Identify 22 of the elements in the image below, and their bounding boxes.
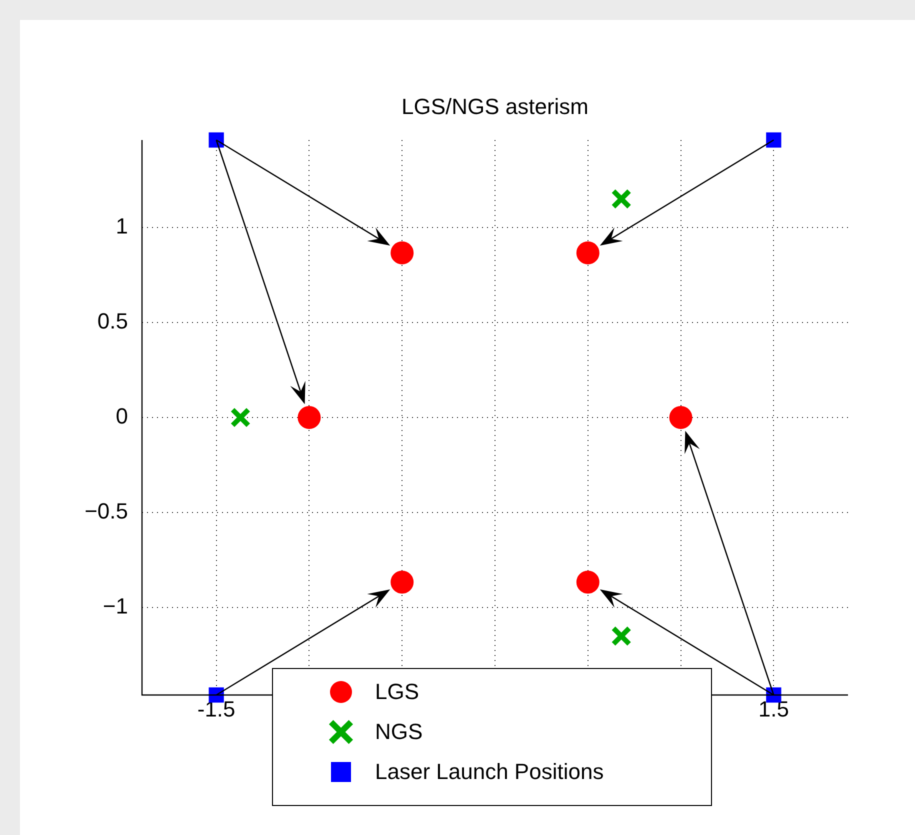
point [766, 132, 782, 148]
y-tick-label: −0.5 [84, 498, 128, 524]
point [208, 132, 224, 148]
point [390, 570, 414, 594]
point [611, 188, 632, 210]
legend-label: NGS [375, 719, 423, 745]
point [390, 241, 414, 264]
y-tick-label: 0 [116, 404, 128, 429]
legend-label: LGS [375, 679, 420, 705]
point [576, 570, 600, 594]
y-tick-label: 0.5 [97, 308, 128, 334]
point [611, 626, 632, 646]
legend-label: Laser Launch Positions [375, 759, 604, 785]
point [669, 406, 692, 429]
x-tick-label: 1.5 [758, 696, 789, 722]
point [298, 406, 321, 429]
x-tick-label: -1.5 [197, 696, 236, 722]
y-tick-label: −1 [102, 594, 128, 619]
point [576, 241, 600, 264]
chart-title: LGS/NGS asterism [400, 94, 590, 120]
y-tick-label: 1 [116, 213, 128, 238]
point [230, 407, 251, 428]
